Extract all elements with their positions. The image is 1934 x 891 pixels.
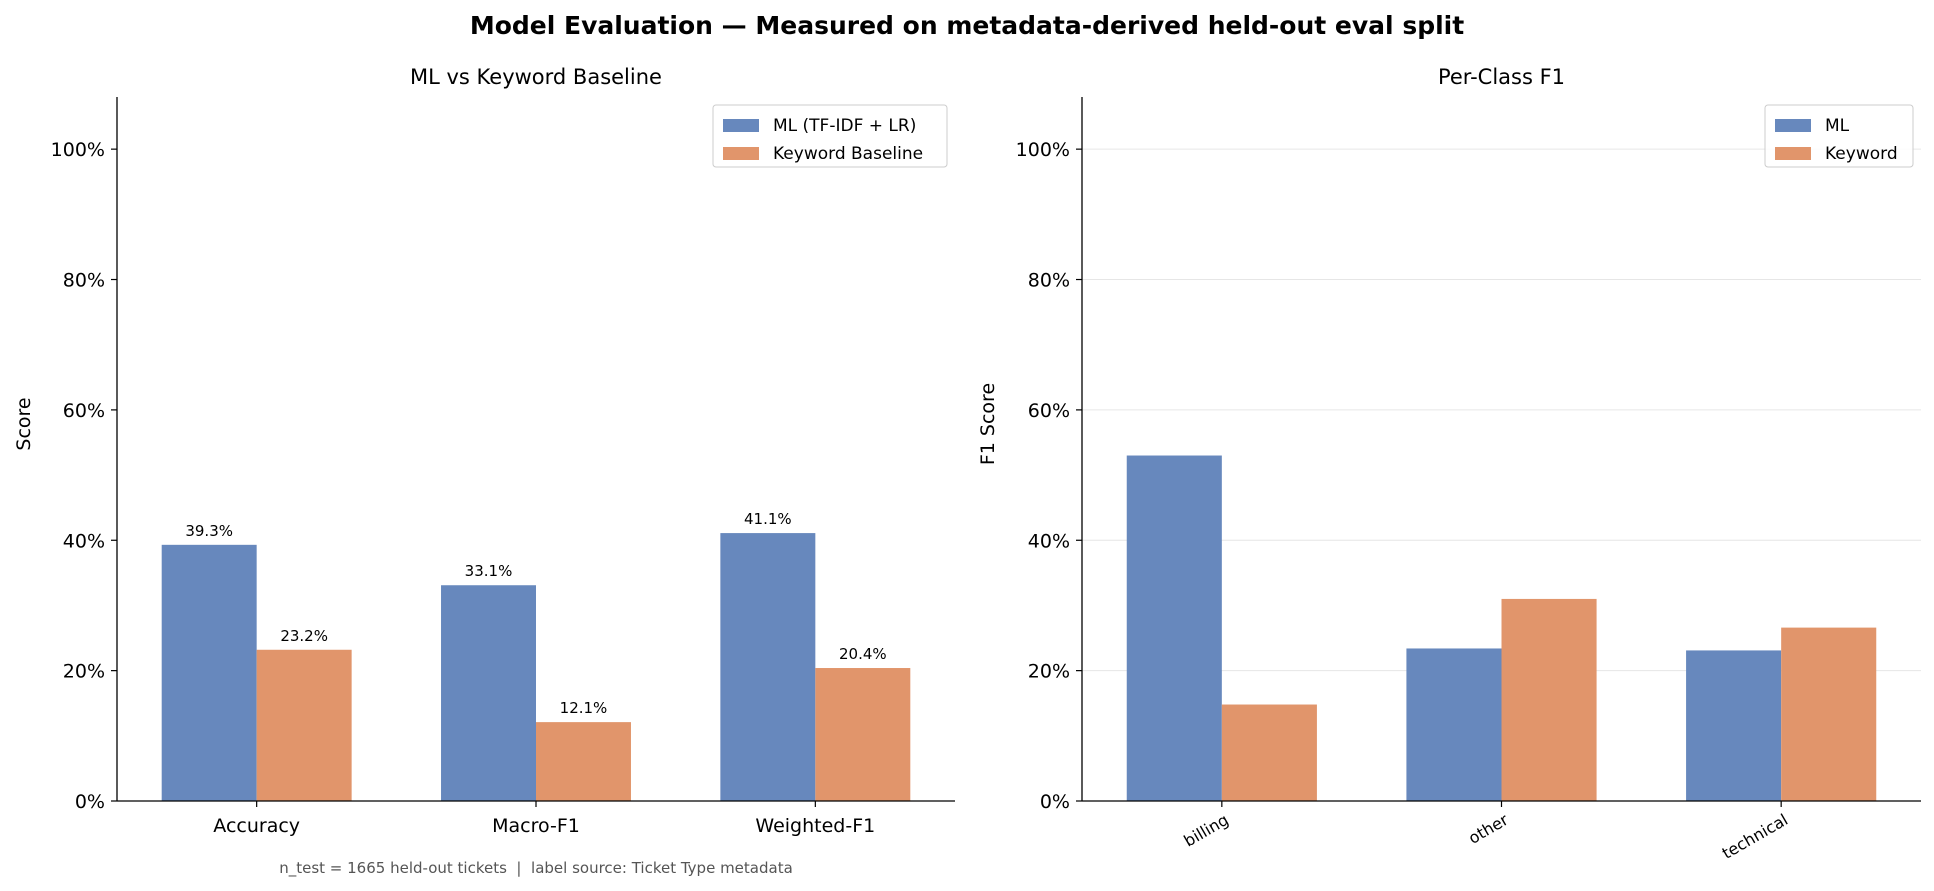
data-label: 33.1% (465, 562, 513, 580)
legend: ML Keyword (1764, 104, 1914, 168)
panel-title: Per-Class F1 (1438, 65, 1565, 89)
x-tick-label: technical (1719, 810, 1791, 863)
legend-swatch (723, 119, 759, 132)
data-label: 20.4% (839, 645, 887, 663)
x-tick-label: Macro-F1 (492, 815, 580, 837)
y-tick-label: 80% (63, 270, 105, 292)
y-tick-label: 0% (75, 791, 105, 813)
data-label: 41.1% (744, 510, 792, 528)
bar-ml-technical (1686, 650, 1782, 801)
bar-keyword-baseline-macro-f1 (536, 722, 631, 801)
data-label: 12.1% (560, 699, 608, 717)
legend-swatch (1775, 147, 1811, 160)
x-tick-label: billing (1181, 810, 1232, 851)
bar-ml-tf-idf-lr-accuracy (161, 544, 257, 801)
y-tick-label: 40% (63, 530, 105, 552)
y-tick-label: 100% (1016, 139, 1070, 161)
y-tick-label: 60% (1028, 400, 1070, 422)
legend-label: ML (TF-IDF + LR) (773, 116, 916, 136)
bar-ml-other (1406, 648, 1502, 801)
figure-title: Model Evaluation — Measured on metadata-… (470, 11, 1464, 40)
bar-ml-tf-idf-lr-macro-f1 (441, 585, 536, 801)
legend: ML (TF-IDF + LR) Keyword Baseline (712, 104, 948, 168)
bar-keyword-baseline-weighted-f1 (815, 668, 911, 801)
y-tick-label: 40% (1028, 530, 1070, 552)
bar-keyword-baseline-accuracy (256, 649, 352, 801)
bar-keyword-billing (1221, 704, 1317, 801)
legend-swatch (723, 147, 759, 160)
panel-title: ML vs Keyword Baseline (410, 65, 662, 89)
y-tick-label: 80% (1028, 270, 1070, 292)
y-tick-label: 20% (1028, 661, 1070, 683)
y-tick-label: 20% (63, 661, 105, 683)
bar-ml-tf-idf-lr-weighted-f1 (720, 533, 816, 801)
x-tick-label: Accuracy (213, 815, 300, 837)
y-axis-label: Score (13, 397, 35, 450)
bar-ml-billing (1126, 455, 1222, 801)
y-tick-label: 0% (1040, 791, 1070, 813)
legend-label: Keyword (1825, 144, 1898, 164)
x-tick-label: other (1465, 810, 1512, 848)
bar-keyword-technical (1781, 627, 1877, 801)
panel-ml-vs-keyword: 39.3% 33.1% 41.1% 23.2% 12.1% 20.4% 0% 20% 40% 60… (13, 65, 955, 878)
legend-label: ML (1825, 116, 1850, 136)
x-tick-label: Weighted-F1 (755, 815, 875, 837)
bar-keyword-other (1501, 598, 1597, 801)
footnote: n_test = 1665 held-out tickets | label s… (279, 859, 793, 878)
legend-box (712, 104, 948, 168)
panel-per-class-f1: 0% 20% 40% 60% 80% 100% billing other technical P… (977, 65, 1921, 863)
y-axis-label: F1 Score (977, 383, 999, 465)
legend-label: Keyword Baseline (773, 144, 923, 164)
y-tick-label: 60% (63, 400, 105, 422)
data-label: 23.2% (280, 627, 328, 645)
y-tick-label: 100% (51, 139, 105, 161)
data-label: 39.3% (185, 522, 233, 540)
legend-swatch (1775, 119, 1811, 132)
